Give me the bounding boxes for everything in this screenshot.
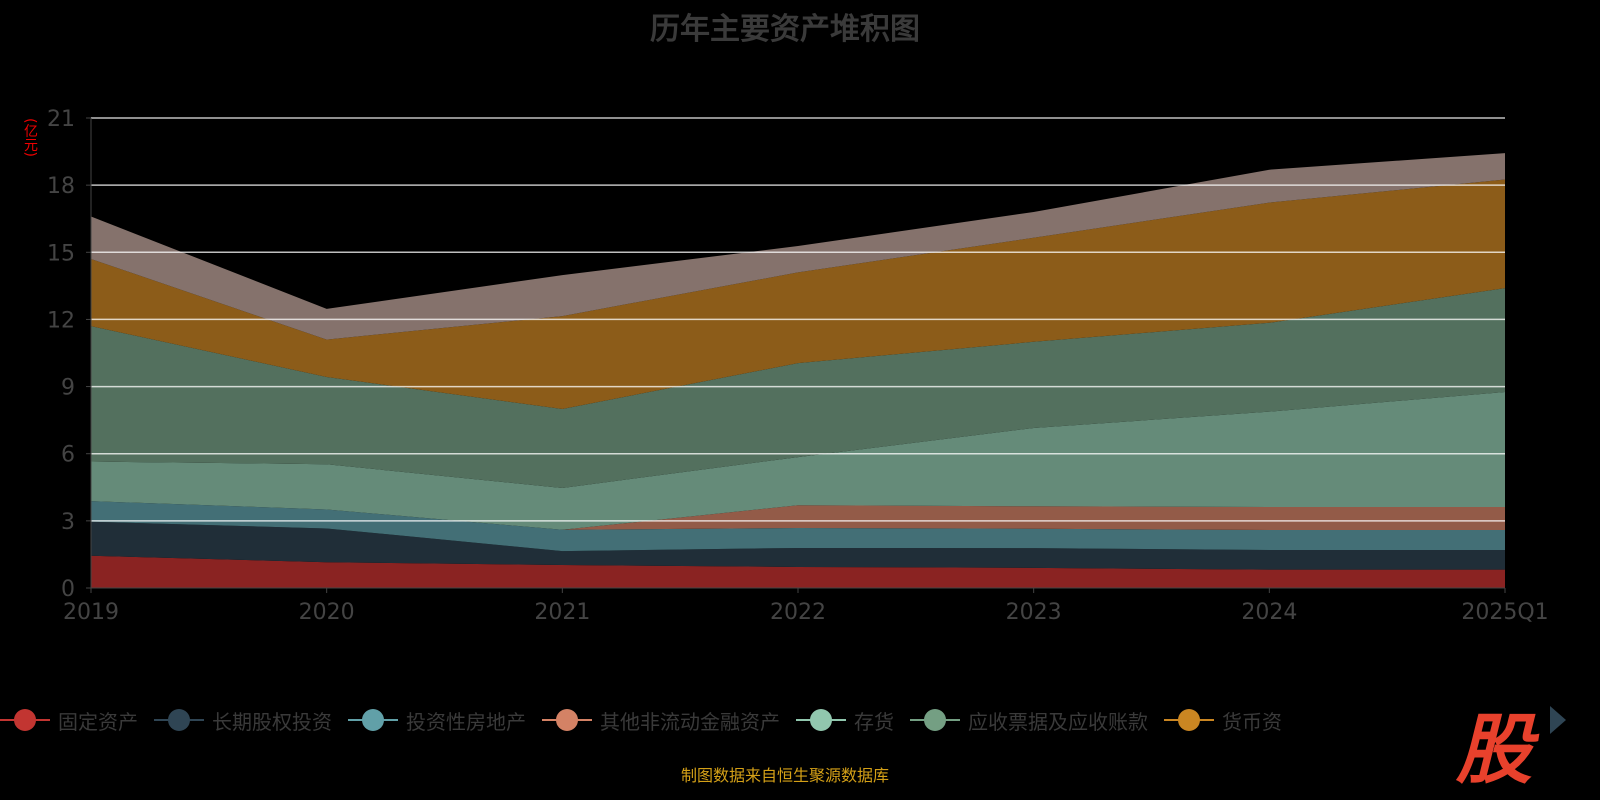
legend-label: 应收票据及应收账款 (968, 709, 1148, 734)
x-tick-label: 2025Q1 (1461, 600, 1548, 625)
area-series-7 (91, 153, 1505, 340)
x-tick-label: 2024 (1241, 600, 1297, 625)
legend-label: 其他非流动金融资产 (600, 709, 780, 734)
y-tick-label: 21 (47, 107, 75, 132)
legend-label: 存货 (854, 709, 894, 734)
legend-item-2[interactable]: 投资性房地产 (348, 706, 526, 735)
area-series-2 (91, 501, 1505, 552)
x-tick-label: 2019 (63, 600, 119, 625)
y-tick-label: 9 (61, 376, 75, 401)
legend-item-5[interactable]: 应收票据及应收账款 (910, 706, 1148, 735)
area-series-3 (91, 501, 1505, 531)
y-axis-unit: (亿元) (22, 118, 38, 157)
area-series-6 (91, 179, 1505, 409)
legend-marker-icon (348, 708, 398, 732)
legend-label: 固定资产 (58, 709, 138, 734)
legend-next-page-arrow-icon[interactable] (1550, 706, 1566, 734)
y-tick-label: 12 (47, 308, 75, 333)
legend-item-3[interactable]: 其他非流动金融资产 (542, 706, 780, 735)
legend-item-1[interactable]: 长期股权投资 (154, 706, 332, 735)
y-tick-label: 3 (61, 510, 75, 535)
legend-label: 投资性房地产 (406, 709, 526, 734)
legend-marker-icon (0, 708, 50, 732)
legend-marker-icon (910, 708, 960, 732)
logo: 股 (1456, 705, 1532, 794)
legend-label: 长期股权投资 (212, 709, 332, 734)
legend-marker-icon (154, 708, 204, 732)
y-tick-label: 0 (61, 577, 75, 602)
chart-title: 历年主要资产堆积图 (650, 12, 920, 47)
area-series-1 (91, 521, 1505, 570)
area-series-5 (91, 288, 1505, 488)
x-tick-label: 2022 (770, 600, 826, 625)
legend-item-0[interactable]: 固定资产 (0, 706, 138, 735)
legend-marker-icon (542, 708, 592, 732)
y-tick-label: 18 (47, 174, 75, 199)
legend-item-6[interactable]: 货币资 (1164, 706, 1282, 735)
x-tick-label: 2021 (534, 600, 590, 625)
y-tick-label: 15 (47, 241, 75, 266)
x-tick-label: 2023 (1006, 600, 1062, 625)
legend: 固定资产 长期股权投资 投资性房地产 其他非流动金融资产 存货 应收票据及应收账款 货币资 (0, 705, 1298, 735)
legend-marker-icon (796, 708, 846, 732)
legend-marker-icon (1164, 708, 1214, 732)
source-footer: 制图数据来自恒生聚源数据库 (680, 766, 889, 785)
y-tick-label: 6 (61, 443, 75, 468)
legend-label: 货币资 (1222, 709, 1282, 734)
legend-item-4[interactable]: 存货 (796, 706, 894, 735)
x-tick-label: 2020 (299, 600, 355, 625)
area-series-0 (91, 555, 1505, 588)
area-series-4 (91, 391, 1505, 530)
